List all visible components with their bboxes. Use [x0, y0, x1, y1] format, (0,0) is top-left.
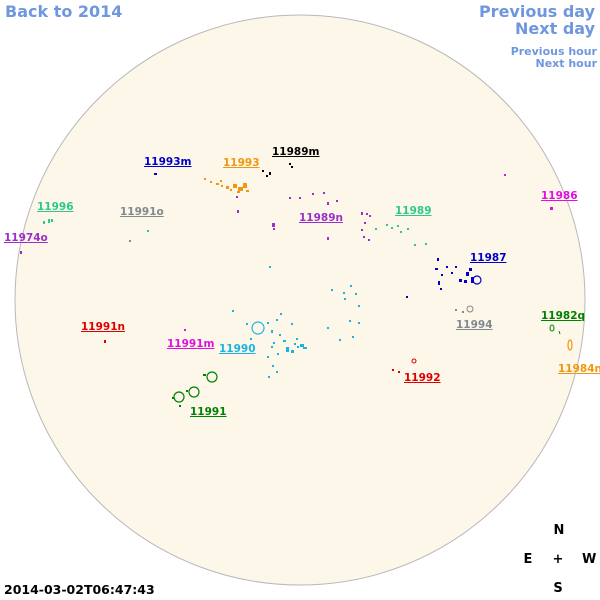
- region-label-11996[interactable]: 11996: [37, 201, 74, 213]
- region-label-11994[interactable]: 11994: [456, 319, 493, 331]
- region-label-11992[interactable]: 11992: [404, 372, 441, 384]
- next-day-link[interactable]: Next day: [515, 19, 595, 38]
- previous-day-link[interactable]: Previous day: [478, 2, 595, 21]
- compass-west: W: [582, 552, 597, 567]
- region-label-11991n[interactable]: 11991n: [81, 321, 126, 333]
- next-hour-link[interactable]: Next hour: [535, 57, 598, 70]
- sunspot-group-11984n: [567, 339, 573, 351]
- compass-center: +: [552, 552, 564, 567]
- sunspot-group-11991o: [129, 240, 131, 242]
- region-label-11974o[interactable]: 11974o: [4, 232, 48, 244]
- back-to-year-link[interactable]: Back to 2014: [5, 2, 123, 21]
- sunspot-group-11991n: [104, 340, 106, 343]
- region-label-11987[interactable]: 11987: [470, 252, 507, 264]
- observation-timestamp: 2014-03-02T06:47:43: [4, 582, 155, 597]
- region-label-11991m[interactable]: 11991m: [167, 338, 215, 350]
- region-label-11982q[interactable]: 11982q: [541, 310, 586, 322]
- sunspot-group-11989n: [272, 192, 371, 241]
- region-label-11989n[interactable]: 11989n: [299, 212, 344, 224]
- sunspot-group-11986: [504, 174, 553, 210]
- sunspot-group-11992: [392, 369, 400, 373]
- region-label-11990[interactable]: 11990: [219, 343, 256, 355]
- region-label-11989m[interactable]: 11989m: [272, 146, 320, 158]
- region-label-11993m[interactable]: 11993m: [144, 156, 192, 168]
- sunspot-group-11982q: [549, 324, 561, 335]
- region-label-11986[interactable]: 11986: [541, 190, 578, 202]
- compass-east: E: [523, 552, 533, 567]
- sunspot-group-11993: [204, 178, 249, 193]
- compass-south: S: [553, 581, 563, 596]
- sunspot-group-11994: [455, 309, 464, 313]
- sunspot-group-11974o: [20, 251, 22, 254]
- region-label-11989[interactable]: 11989: [395, 205, 432, 217]
- sunspot-group-11989: [375, 224, 427, 246]
- sunspot-group-11989m: [262, 163, 293, 177]
- sunspot-group-11993m: [154, 173, 157, 175]
- sunspot-group-11990: [232, 266, 360, 378]
- compass-north: N: [553, 523, 565, 538]
- sunspot-group-11996: [43, 219, 53, 224]
- region-label-11991o[interactable]: 11991o: [120, 206, 164, 218]
- solar-disk: [14, 14, 586, 586]
- previous-hour-link[interactable]: Previous hour: [510, 45, 597, 58]
- region-label-11991[interactable]: 11991: [190, 406, 227, 418]
- region-label-11993[interactable]: 11993: [223, 157, 260, 169]
- region-label-11984n[interactable]: 11984n: [558, 363, 600, 375]
- sunspot-group-11991m: [184, 329, 186, 331]
